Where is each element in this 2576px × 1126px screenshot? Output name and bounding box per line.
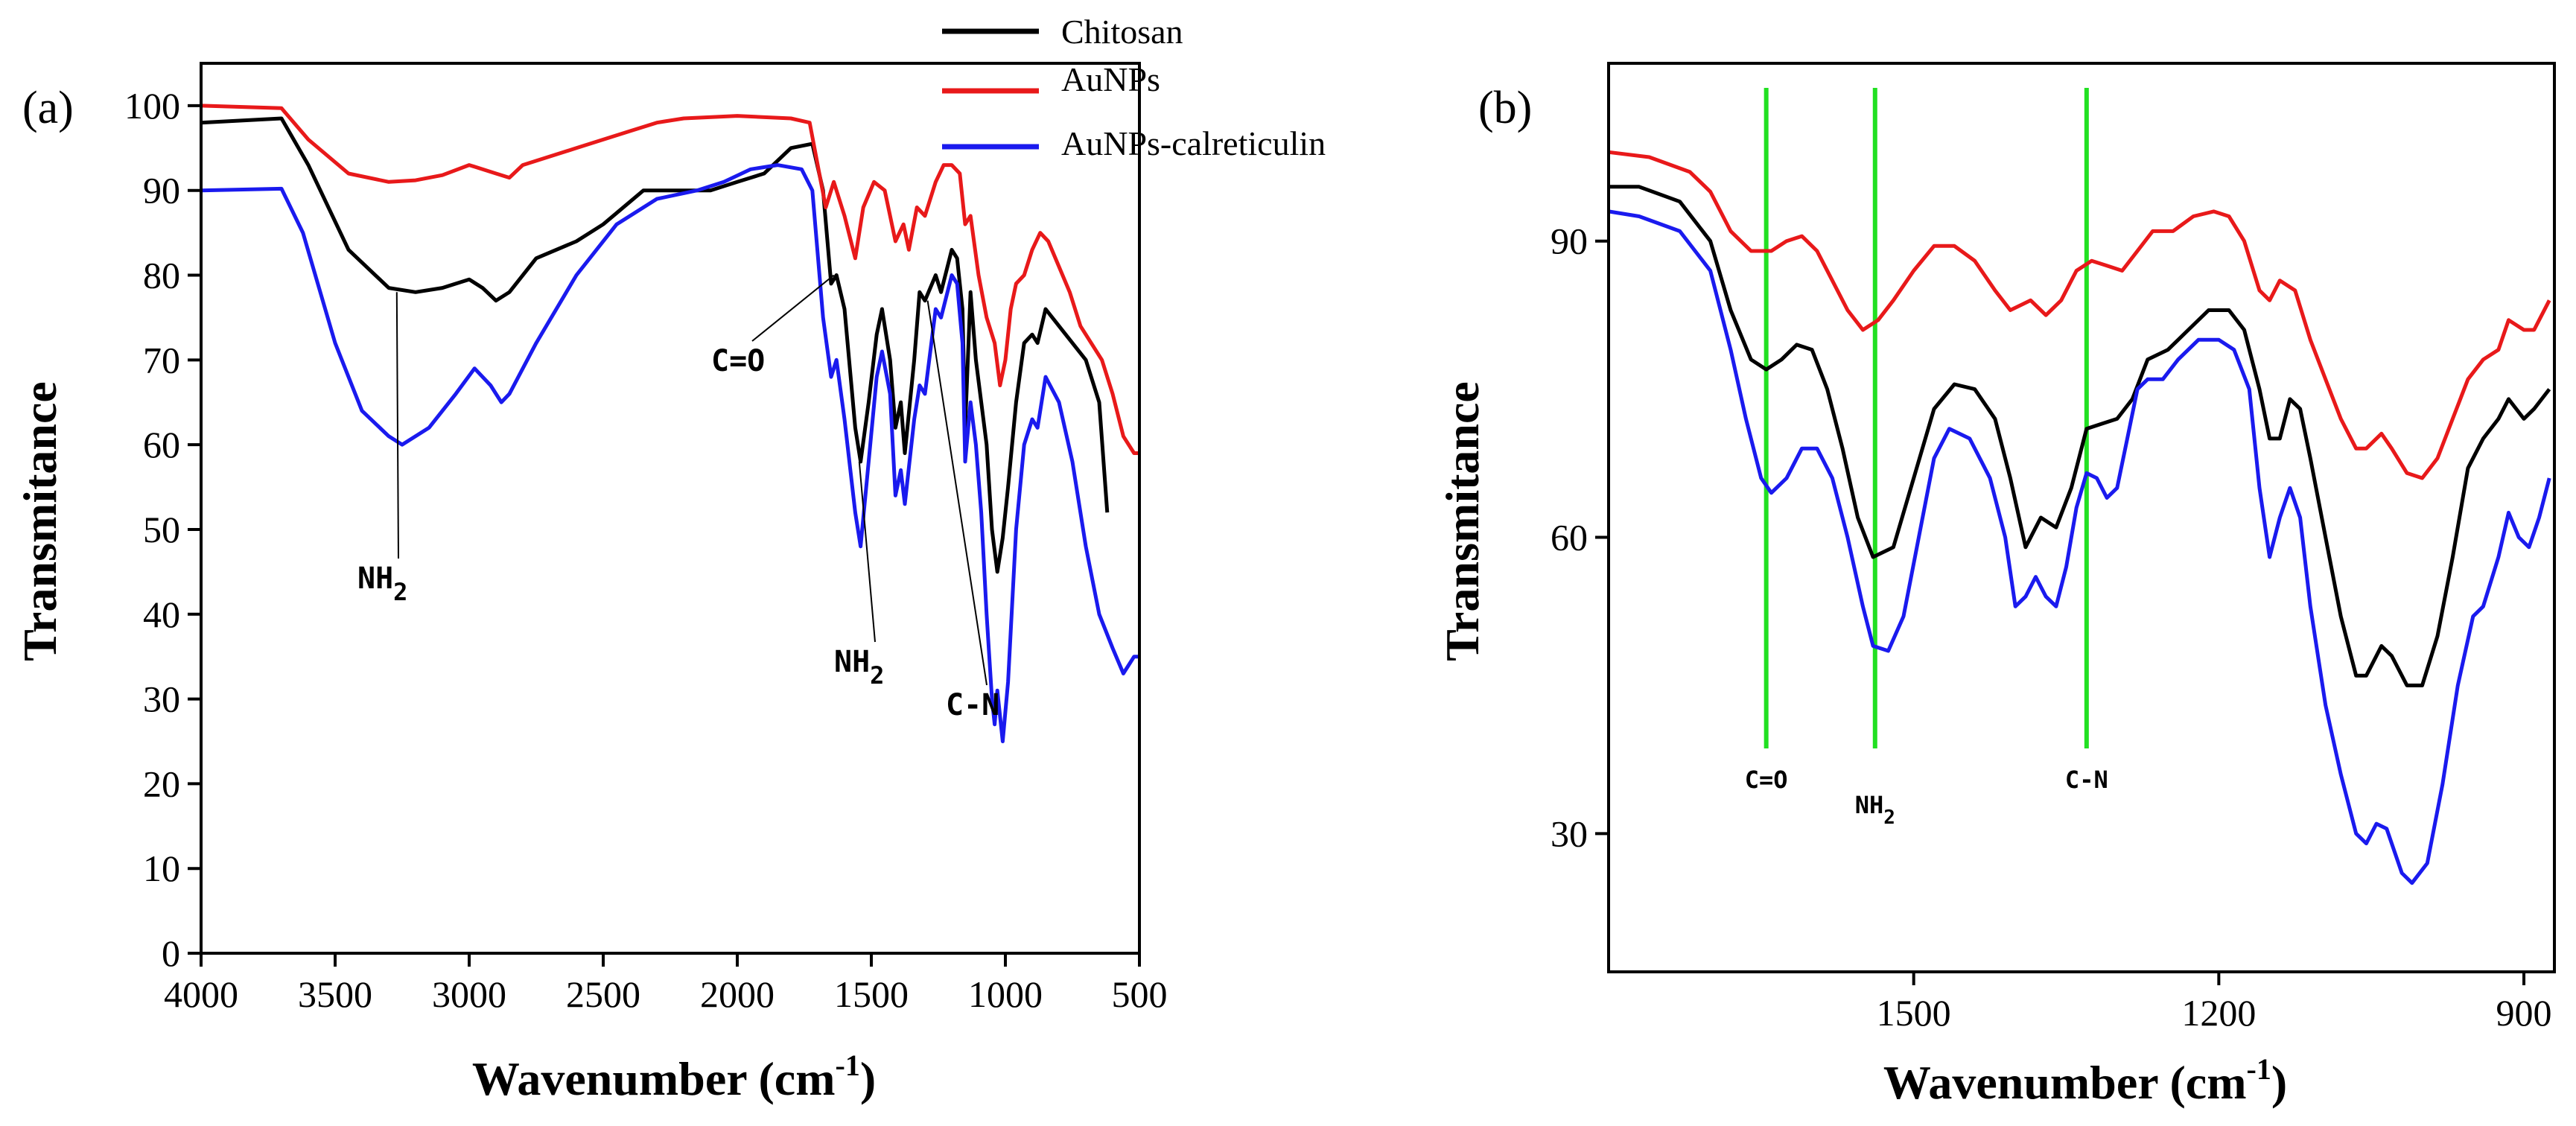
reference-label-nh2: NH2 [1855,791,1895,829]
x-tick-label: 4000 [164,973,238,1015]
reference-label-c-n: C-N [2065,766,2108,794]
panel-b-label: (b) [1478,83,1532,133]
panel-a-x-ticks: 4000 3500 3000 2500 2000 1500 1000 500 [164,953,1168,1015]
y-tick-label: 100 [124,85,180,127]
annotation-label-nh2-2: NH2 [834,645,884,690]
y-tick-label: 70 [143,339,180,381]
y-tick-label: 0 [162,932,180,974]
series-line-chitosan [1609,185,2551,687]
panel-a-axes-frame [200,62,1141,955]
series-line-aunps [1608,150,2551,480]
legend-label-aunps-calreticulin: AuNPs-calreticulin [1061,124,1326,162]
series-line-chitosan [200,116,1110,574]
annotation-label-c-n-3: C-N [946,688,999,722]
panel-a-x-axis-title: Wavenumber (cm-1) [472,1049,876,1105]
panel-b-axes-frame [1607,62,2556,973]
reference-label-c-o: C=O [1745,766,1788,794]
x-tick-label: 3000 [432,973,506,1015]
panel-a-y-axis-title: Transmitance [13,381,66,661]
y-tick-label: 80 [143,255,180,296]
x-tick-label: 2000 [700,973,775,1015]
y-tick-label: 50 [143,509,180,550]
x-tick-label: 1500 [834,973,909,1015]
y-tick-label: 90 [1551,220,1588,262]
y-tick-label: 30 [1551,812,1588,854]
x-tick-label: 1500 [1877,992,1951,1034]
panel-b-curves [1608,150,2551,885]
panel-a-y-ticks: 0 10 20 30 40 50 60 70 80 90 100 [124,85,201,974]
panel-b-reference-lines: C=O NH2 C-N [1745,88,2108,829]
panel-a: (a) 4000 3500 3000 2500 2000 1500 1000 500 0 10 2… [13,62,1168,1105]
y-tick-label: 60 [1551,517,1588,559]
series-line-aunps [200,104,1139,455]
series-line-aunps-calreticulin [200,163,1139,743]
panel-b-x-axis-title: Wavenumber (cm-1) [1883,1052,2287,1109]
annotation-label-nh2-0: NH2 [357,562,407,606]
panel-b-y-ticks: 30 60 90 [1551,220,1609,854]
y-tick-label: 20 [143,763,180,804]
annotation-leader-c-n-3 [926,300,988,686]
annotation-leader-c-o-1 [751,274,835,342]
panel-a-annotations: NH2 C=O NH2 C-N [357,274,999,722]
annotation-label-c-o-1: C=O [711,344,765,378]
annotation-leader-nh2-0 [395,292,399,559]
legend-label-chitosan: Chitosan [1061,13,1183,51]
y-tick-label: 30 [143,678,180,720]
series-line-aunps-calreticulin [1608,209,2551,885]
legend-label-aunps: AuNPs [1061,60,1160,98]
x-tick-label: 1000 [968,973,1043,1015]
y-tick-label: 10 [143,847,180,889]
y-tick-label: 90 [143,170,180,211]
y-tick-label: 40 [143,594,180,635]
x-tick-label: 1200 [2181,992,2256,1034]
panel-b: (b) C=O NH2 C-N 1500 1200 900 30 60 90 Wavenum… [1436,62,2556,1109]
x-tick-label: 3500 [298,973,372,1015]
annotation-leader-nh2-2 [858,461,876,643]
x-tick-label: 2500 [566,973,640,1015]
legend: Chitosan AuNPs AuNPs-calreticulin [942,13,1326,162]
panel-a-curves [200,104,1139,743]
panel-b-y-axis-title: Transmitance [1436,381,1489,661]
panel-a-label: (a) [22,83,74,133]
y-tick-label: 60 [143,424,180,465]
x-tick-label: 500 [1112,973,1168,1015]
x-tick-label: 900 [2496,992,2552,1034]
panel-b-x-ticks: 1500 1200 900 [1877,972,2552,1034]
